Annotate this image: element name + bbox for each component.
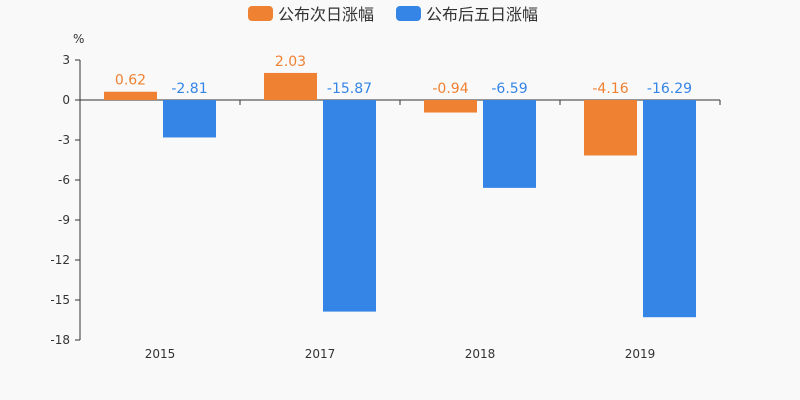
bar-series-1-2015[interactable]: [104, 91, 157, 100]
bar-series-group: [104, 72, 696, 318]
y-tick-label: -3: [58, 133, 70, 147]
bar-data-label: 2.03: [275, 54, 306, 70]
bar-series-1-2017[interactable]: [264, 72, 317, 100]
bar-series-1-2018[interactable]: [424, 100, 477, 113]
y-tick-label: -6: [58, 173, 70, 187]
bar-data-label: -15.87: [327, 81, 372, 97]
x-tick-label: 2018: [465, 347, 496, 361]
y-tick-label: -15: [50, 293, 70, 307]
x-tick-label: 2019: [625, 347, 656, 361]
bar-data-label: -2.81: [171, 81, 207, 97]
legend-label-series-2[interactable]: 公布后五日涨幅: [426, 5, 538, 24]
y-tick-label: 0: [62, 93, 70, 107]
legend-label-series-1[interactable]: 公布次日涨幅: [278, 5, 374, 24]
bar-data-label: 0.62: [115, 73, 146, 89]
bar-data-label: -6.59: [491, 81, 527, 97]
x-tick-label: 2015: [145, 347, 176, 361]
y-axis-unit-label: %: [73, 32, 84, 46]
legend-swatch-series-2[interactable]: [396, 6, 421, 21]
y-tick-label: 3: [62, 53, 70, 67]
y-tick-label: -9: [58, 213, 70, 227]
bar-data-label: -16.29: [647, 81, 692, 97]
bar-series-2-2018[interactable]: [483, 100, 536, 188]
legend-swatch-series-1[interactable]: [248, 6, 273, 21]
bar-series-1-2019[interactable]: [584, 100, 637, 156]
bar-series-2-2017[interactable]: [323, 100, 376, 312]
bar-series-2-2019[interactable]: [643, 100, 696, 318]
y-tick-label: -12: [50, 253, 70, 267]
y-tick-label: -18: [50, 333, 70, 347]
bar-series-2-2015[interactable]: [163, 100, 216, 138]
y-axis: 3 0 -3 -6 -9 -12 -15 -18: [50, 53, 81, 347]
data-label-group: 0.62 2.03 -0.94 -4.16 -2.81 -15.87 -6.59 -16.29: [115, 54, 692, 97]
x-tick-label: 2017: [305, 347, 336, 361]
bar-data-label: -4.16: [592, 81, 628, 97]
bar-data-label: -0.94: [432, 81, 468, 97]
legend: 公布次日涨幅 公布后五日涨幅: [248, 5, 538, 24]
